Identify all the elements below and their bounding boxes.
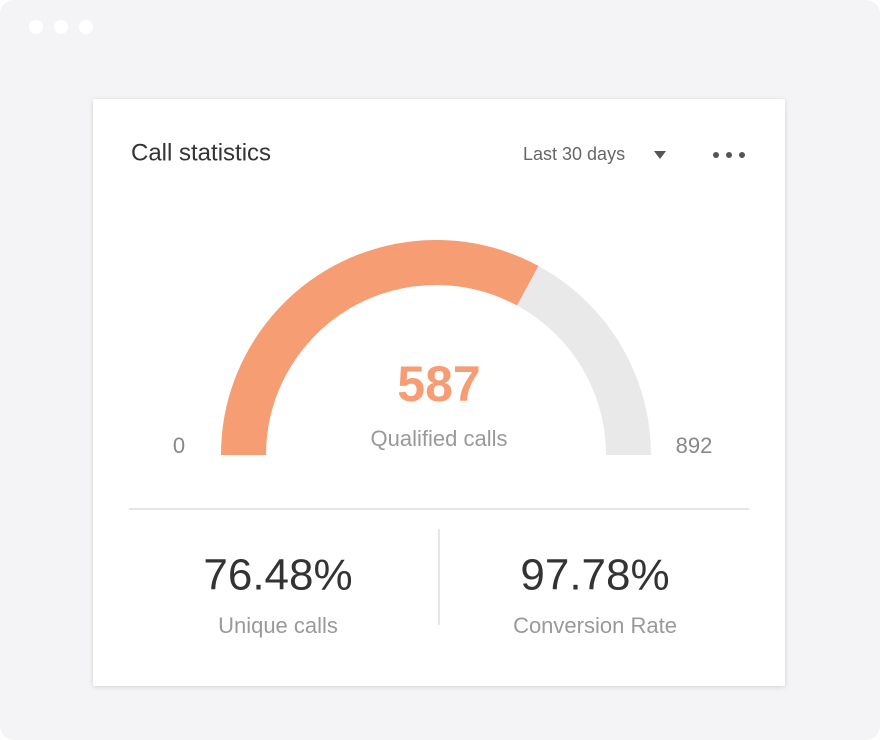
more-menu[interactable] — [713, 152, 745, 158]
stat-value: 76.48% — [203, 551, 352, 600]
window-dot[interactable] — [29, 20, 43, 34]
card-title: Call statistics — [131, 139, 271, 166]
gauge — [221, 240, 651, 456]
stat-label: Conversion Rate — [513, 613, 677, 638]
stat-label: Unique calls — [218, 613, 338, 638]
gauge-min: 0 — [173, 433, 185, 458]
gauge-label: Qualified calls — [371, 426, 508, 451]
dropdown-arrow[interactable] — [654, 151, 666, 159]
period-select[interactable]: Last 30 days — [523, 144, 625, 164]
menu-dot[interactable] — [713, 152, 719, 158]
card — [93, 99, 785, 686]
window-dot[interactable] — [54, 20, 68, 34]
menu-dot[interactable] — [726, 152, 732, 158]
gauge-arc — [221, 240, 539, 456]
window-dot[interactable] — [79, 20, 93, 34]
gauge-max: 892 — [676, 433, 713, 458]
menu-dot[interactable] — [739, 152, 745, 158]
stat-value: 97.78% — [520, 551, 669, 600]
gauge-value: 587 — [397, 356, 480, 412]
